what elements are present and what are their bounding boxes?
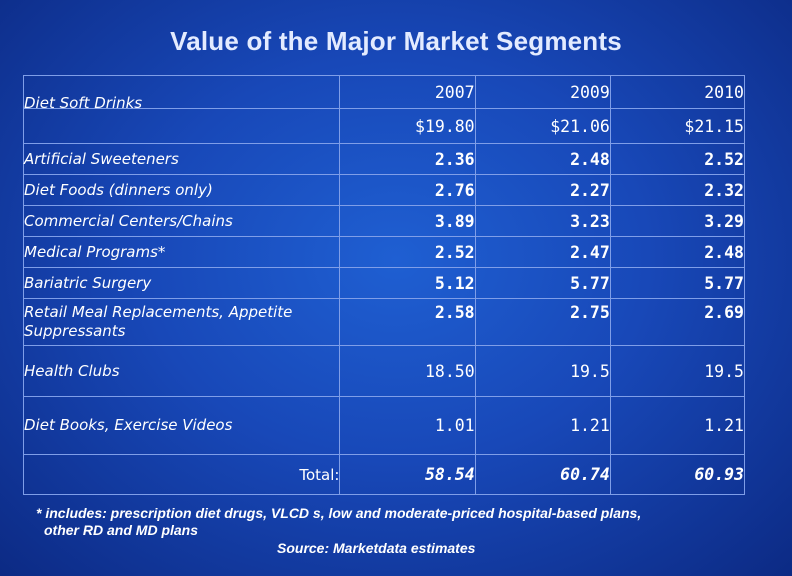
footnote: * includes: prescription diet drugs, VLC…	[36, 505, 756, 539]
row-value: 2.48	[474, 143, 611, 175]
row-value: $19.80	[339, 108, 476, 144]
table-row: Bariatric Surgery 5.12 5.77 5.77	[22, 267, 746, 299]
row-label: Health Clubs	[22, 345, 341, 397]
row-value: 1.01	[339, 396, 476, 455]
total-label: Total:	[22, 454, 341, 495]
row-value: 5.12	[339, 267, 476, 299]
header-year: 2007	[339, 75, 476, 109]
row-value: 2.32	[609, 174, 746, 206]
row-value: 1.21	[474, 396, 611, 455]
row-label: Commercial Centers/Chains	[22, 205, 341, 237]
table-row: Diet Books, Exercise Videos 1.01 1.21 1.…	[22, 396, 746, 455]
header-year: 2010	[609, 75, 746, 109]
header-year: 2009	[474, 75, 611, 109]
row-value: 3.29	[609, 205, 746, 237]
table-row: Artificial Sweeteners 2.36 2.48 2.52	[22, 143, 746, 175]
total-value: 60.93	[609, 454, 746, 495]
row-value: 19.5	[474, 345, 611, 397]
row-value: 2.75	[474, 298, 611, 346]
market-segments-table: 2007 2009 2010 Diet Soft Drinks $19.80 $…	[22, 75, 746, 495]
row-value: 5.77	[474, 267, 611, 299]
row-value: 19.5	[609, 345, 746, 397]
table-row: Health Clubs 18.50 19.5 19.5	[22, 345, 746, 397]
row-value: $21.06	[474, 108, 611, 144]
table-row: Diet Soft Drinks $19.80 $21.06 $21.15	[22, 93, 746, 144]
row-label: Diet Soft Drinks	[22, 93, 341, 129]
footnote-line-2: other RD and MD plans	[44, 522, 199, 538]
page-title: Value of the Major Market Segments	[170, 26, 622, 56]
row-label: Artificial Sweeteners	[22, 143, 341, 175]
total-value: 58.54	[339, 454, 476, 495]
row-value: 2.52	[339, 236, 476, 268]
table-row: Medical Programs* 2.52 2.47 2.48	[22, 236, 746, 268]
total-row: Total: 58.54 60.74 60.93	[22, 454, 746, 495]
row-label: Medical Programs*	[22, 236, 341, 268]
row-value: $21.15	[609, 108, 746, 144]
row-value: 2.27	[474, 174, 611, 206]
row-value: 2.52	[609, 143, 746, 175]
row-value: 2.47	[474, 236, 611, 268]
row-label: Bariatric Surgery	[22, 267, 341, 299]
row-value: 2.58	[339, 298, 476, 346]
row-label: Diet Books, Exercise Videos	[22, 396, 341, 455]
table-row: Commercial Centers/Chains 3.89 3.23 3.29	[22, 205, 746, 237]
row-value: 2.69	[609, 298, 746, 346]
table-row: Retail Meal Replacements, Appetite Suppr…	[22, 298, 746, 346]
row-value: 3.89	[339, 205, 476, 237]
row-label: Diet Foods (dinners only)	[22, 174, 341, 206]
row-value: 2.36	[339, 143, 476, 175]
row-value: 3.23	[474, 205, 611, 237]
row-value: 18.50	[339, 345, 476, 397]
footnote-line-1: * includes: prescription diet drugs, VLC…	[36, 505, 642, 521]
row-label: Retail Meal Replacements, Appetite Suppr…	[22, 298, 341, 346]
total-value: 60.74	[474, 454, 611, 495]
row-value: 2.48	[609, 236, 746, 268]
table-row: Diet Foods (dinners only) 2.76 2.27 2.32	[22, 174, 746, 206]
source-note: Source: Marketdata estimates	[277, 540, 476, 556]
row-value: 1.21	[609, 396, 746, 455]
row-value: 5.77	[609, 267, 746, 299]
row-value: 2.76	[339, 174, 476, 206]
